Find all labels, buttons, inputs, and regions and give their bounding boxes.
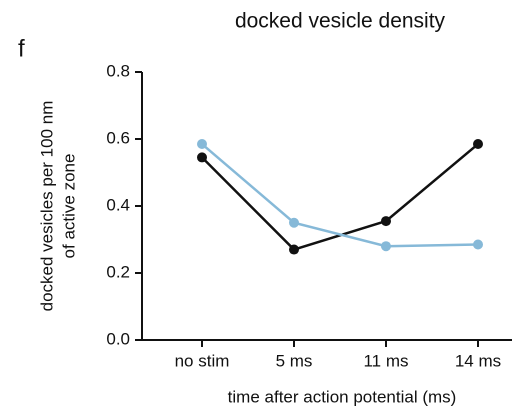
y-axis-label-line: docked vesicles per 100 nm bbox=[37, 101, 56, 312]
y-tick-label: 0.8 bbox=[106, 61, 130, 80]
chart-title: docked vesicle density bbox=[235, 10, 446, 33]
data-point bbox=[289, 217, 299, 228]
data-point bbox=[289, 244, 299, 255]
y-tick-label: 0.0 bbox=[106, 329, 130, 348]
series-line bbox=[201, 143, 479, 248]
y-tick-label: 0.4 bbox=[106, 195, 130, 214]
data-point bbox=[381, 241, 391, 252]
x-tick-label: 11 ms bbox=[363, 351, 408, 370]
y-axis-label-line: of active zone bbox=[59, 154, 78, 259]
data-point bbox=[381, 216, 391, 227]
y-tick-label: 0.2 bbox=[106, 262, 130, 281]
y-axis-label: docked vesicles per 100 nm of active zon… bbox=[37, 101, 78, 312]
y-tick-label: 0.6 bbox=[106, 128, 130, 147]
data-point bbox=[473, 139, 483, 150]
data-point bbox=[197, 152, 207, 163]
x-tick-label: 14 ms bbox=[455, 351, 501, 370]
data-point bbox=[197, 139, 207, 150]
data-point bbox=[473, 239, 483, 250]
x-tick-label: 5 ms bbox=[276, 351, 313, 370]
panel-label: f bbox=[18, 35, 25, 62]
x-axis-label: time after action potential (ms) bbox=[228, 387, 457, 406]
x-tick-label: no stim bbox=[175, 351, 230, 370]
